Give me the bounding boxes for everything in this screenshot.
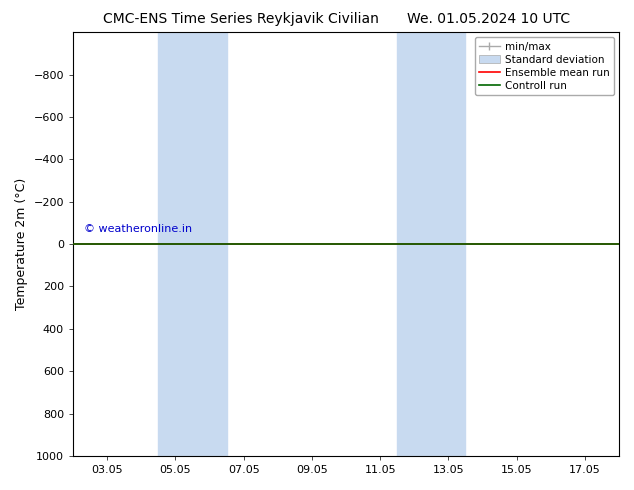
Bar — [398, 32, 465, 456]
Y-axis label: Temperature 2m (°C): Temperature 2m (°C) — [15, 178, 28, 310]
Text: We. 01.05.2024 10 UTC: We. 01.05.2024 10 UTC — [406, 12, 570, 26]
Legend: min/max, Standard deviation, Ensemble mean run, Controll run: min/max, Standard deviation, Ensemble me… — [475, 37, 614, 95]
Bar — [158, 32, 226, 456]
Text: CMC-ENS Time Series Reykjavik Civilian: CMC-ENS Time Series Reykjavik Civilian — [103, 12, 379, 26]
Text: © weatheronline.in: © weatheronline.in — [84, 224, 192, 234]
